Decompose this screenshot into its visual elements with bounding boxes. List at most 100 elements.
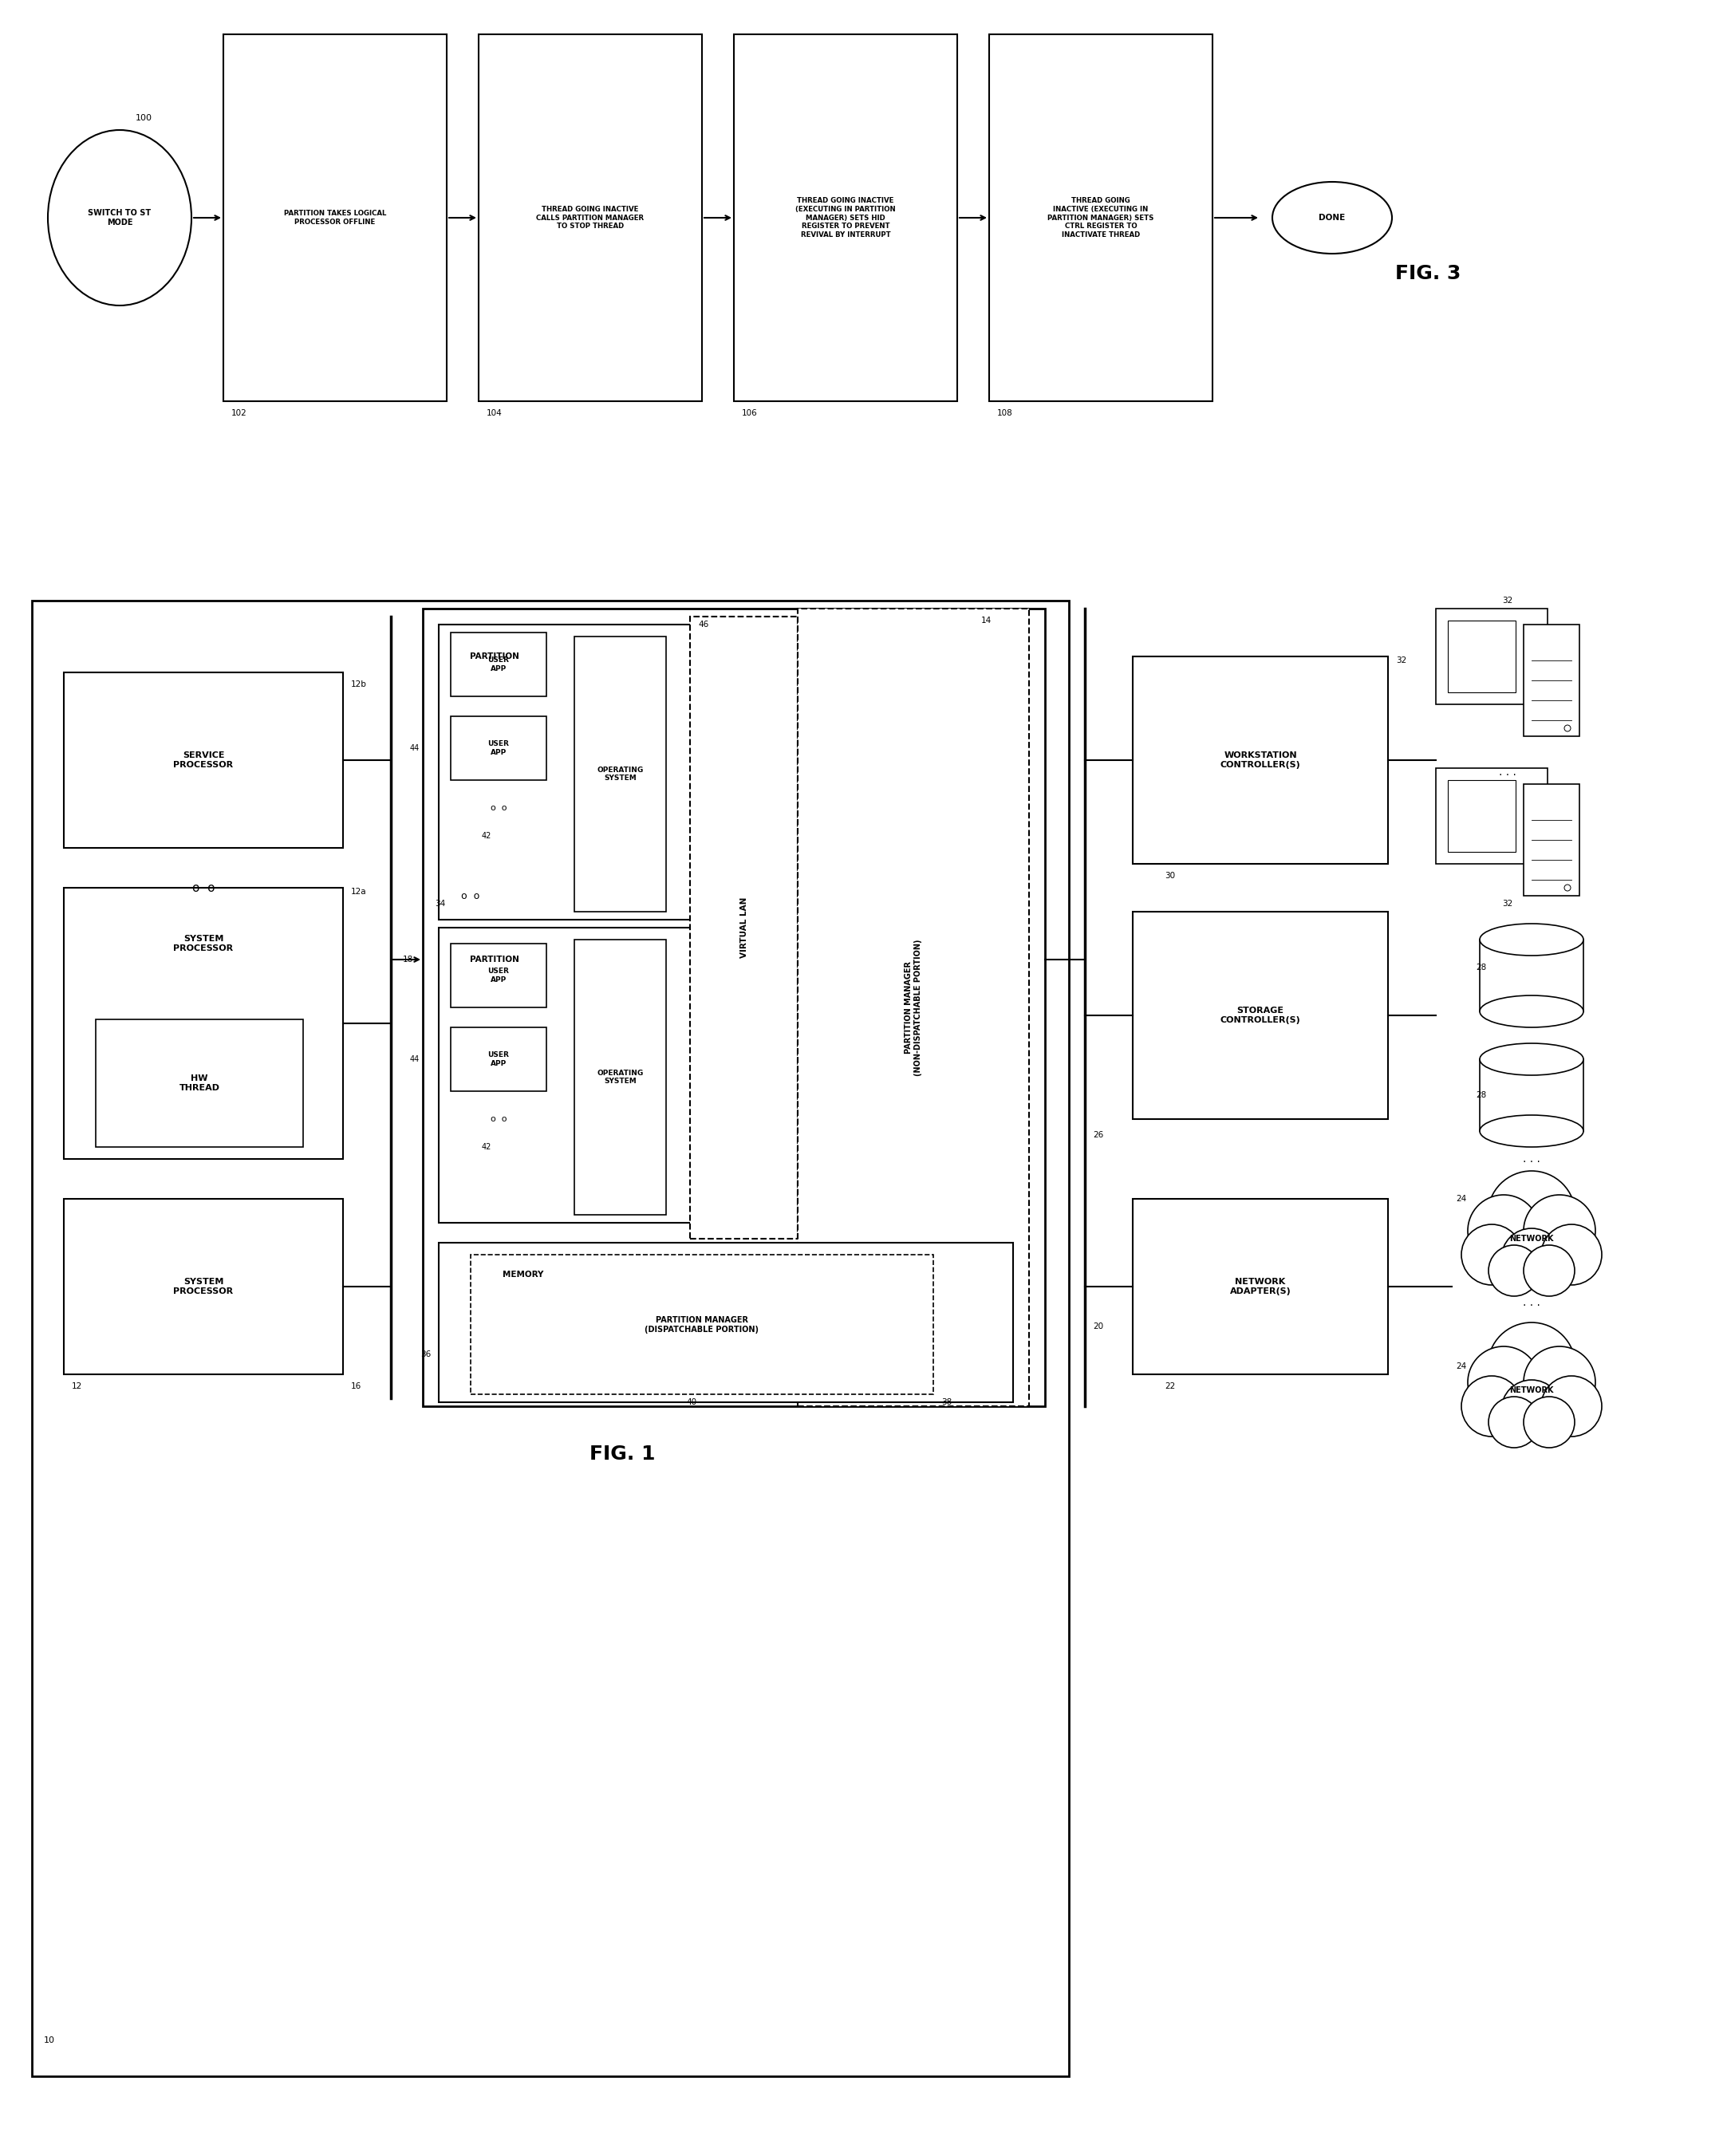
Text: MEMORY: MEMORY <box>502 1270 544 1279</box>
Text: 12b: 12b <box>351 681 367 688</box>
Text: THREAD GOING INACTIVE
(EXECUTING IN PARTITION
MANAGER) SETS HID
REGISTER TO PREV: THREAD GOING INACTIVE (EXECUTING IN PART… <box>796 196 895 239</box>
Text: 108: 108 <box>997 410 1013 416</box>
FancyBboxPatch shape <box>450 716 547 780</box>
FancyBboxPatch shape <box>64 1199 343 1373</box>
Text: 42: 42 <box>481 1143 492 1151</box>
FancyBboxPatch shape <box>450 944 547 1007</box>
Text: USER
APP: USER APP <box>488 740 509 757</box>
Text: 32: 32 <box>1503 899 1513 908</box>
Text: 40: 40 <box>685 1399 696 1406</box>
Text: 44: 44 <box>410 1054 419 1063</box>
Text: 36: 36 <box>421 1350 431 1358</box>
Circle shape <box>1523 1246 1575 1296</box>
Text: THREAD GOING
INACTIVE (EXECUTING IN
PARTITION MANAGER) SETS
CTRL REGISTER TO
INA: THREAD GOING INACTIVE (EXECUTING IN PART… <box>1047 196 1155 239</box>
FancyBboxPatch shape <box>64 673 343 847</box>
Text: 104: 104 <box>486 410 502 416</box>
Text: 24: 24 <box>1456 1363 1466 1371</box>
FancyBboxPatch shape <box>113 1035 287 1132</box>
Text: PARTITION: PARTITION <box>469 653 519 660</box>
Text: 106: 106 <box>743 410 758 416</box>
FancyBboxPatch shape <box>1435 608 1548 705</box>
Circle shape <box>1541 1225 1601 1285</box>
Text: THREAD GOING INACTIVE
CALLS PARTITION MANAGER
TO STOP THREAD: THREAD GOING INACTIVE CALLS PARTITION MA… <box>537 205 644 231</box>
Text: 20: 20 <box>1092 1322 1103 1330</box>
Circle shape <box>1523 1194 1596 1266</box>
FancyBboxPatch shape <box>1132 912 1388 1119</box>
Text: 14: 14 <box>981 617 992 625</box>
FancyBboxPatch shape <box>438 927 758 1222</box>
Text: OPERATING
SYSTEM: OPERATING SYSTEM <box>597 765 644 783</box>
Text: NETWORK: NETWORK <box>1509 1235 1554 1242</box>
FancyBboxPatch shape <box>798 608 1028 1406</box>
Text: 102: 102 <box>232 410 248 416</box>
FancyBboxPatch shape <box>95 1020 303 1147</box>
Circle shape <box>1541 1376 1601 1436</box>
Text: 34: 34 <box>434 899 445 908</box>
Text: . . .: . . . <box>1523 1298 1541 1309</box>
FancyBboxPatch shape <box>1132 655 1388 865</box>
Circle shape <box>1501 1229 1561 1289</box>
FancyBboxPatch shape <box>104 1028 296 1138</box>
FancyBboxPatch shape <box>1132 1199 1388 1373</box>
Circle shape <box>1523 1345 1596 1419</box>
FancyBboxPatch shape <box>1523 785 1579 895</box>
FancyBboxPatch shape <box>1480 940 1584 1011</box>
Text: 46: 46 <box>698 621 708 630</box>
Circle shape <box>1489 1397 1539 1447</box>
Circle shape <box>1487 1322 1575 1410</box>
Text: NETWORK: NETWORK <box>1509 1386 1554 1395</box>
Text: PARTITION MANAGER
(DISPATCHABLE PORTION): PARTITION MANAGER (DISPATCHABLE PORTION) <box>646 1315 758 1332</box>
Text: PARTITION TAKES LOGICAL
PROCESSOR OFFLINE: PARTITION TAKES LOGICAL PROCESSOR OFFLIN… <box>284 209 386 226</box>
FancyBboxPatch shape <box>691 617 798 1240</box>
Circle shape <box>1468 1345 1539 1419</box>
FancyBboxPatch shape <box>575 940 666 1214</box>
Text: STORAGE
CONTROLLER(S): STORAGE CONTROLLER(S) <box>1220 1007 1300 1024</box>
FancyBboxPatch shape <box>1447 780 1516 852</box>
FancyBboxPatch shape <box>438 1242 1013 1401</box>
Text: . . .: . . . <box>1499 768 1516 778</box>
Text: SYSTEM
PROCESSOR: SYSTEM PROCESSOR <box>173 936 234 953</box>
Text: USER
APP: USER APP <box>488 968 509 983</box>
FancyBboxPatch shape <box>1523 625 1579 735</box>
Ellipse shape <box>1272 181 1392 254</box>
Text: o  o: o o <box>490 1115 507 1123</box>
FancyBboxPatch shape <box>988 34 1212 401</box>
Text: 16: 16 <box>351 1382 362 1391</box>
Text: o  o: o o <box>192 882 215 895</box>
Text: USER
APP: USER APP <box>488 658 509 673</box>
Ellipse shape <box>1480 1115 1584 1147</box>
FancyBboxPatch shape <box>575 636 666 912</box>
Text: 42: 42 <box>481 832 492 841</box>
FancyBboxPatch shape <box>223 34 447 401</box>
Text: 28: 28 <box>1477 964 1487 972</box>
FancyBboxPatch shape <box>471 1255 933 1395</box>
FancyBboxPatch shape <box>1447 621 1516 692</box>
Text: 32: 32 <box>1503 597 1513 604</box>
Circle shape <box>1468 1194 1539 1266</box>
Text: 12a: 12a <box>351 888 367 895</box>
FancyBboxPatch shape <box>1480 1059 1584 1132</box>
Text: 18: 18 <box>403 955 414 964</box>
Text: 44: 44 <box>410 744 419 752</box>
FancyBboxPatch shape <box>438 625 758 921</box>
Text: 22: 22 <box>1165 1382 1175 1391</box>
Text: SWITCH TO ST
MODE: SWITCH TO ST MODE <box>88 209 151 226</box>
Ellipse shape <box>1480 996 1584 1028</box>
Text: o  o: o o <box>462 890 479 901</box>
Text: 38: 38 <box>942 1399 952 1406</box>
Text: 30: 30 <box>1165 871 1175 880</box>
Text: . . .: . . . <box>1523 1153 1541 1164</box>
Circle shape <box>1487 1171 1575 1259</box>
Text: 26: 26 <box>1092 1132 1103 1138</box>
Circle shape <box>1461 1376 1522 1436</box>
FancyBboxPatch shape <box>422 608 1046 1406</box>
Text: WORKSTATION
CONTROLLER(S): WORKSTATION CONTROLLER(S) <box>1220 752 1300 770</box>
Text: SYSTEM
PROCESSOR: SYSTEM PROCESSOR <box>173 1279 234 1296</box>
FancyBboxPatch shape <box>478 34 703 401</box>
Text: NETWORK
ADAPTER(S): NETWORK ADAPTER(S) <box>1229 1279 1291 1296</box>
Text: PARTITION: PARTITION <box>469 955 519 964</box>
Text: o  o: o o <box>490 804 507 813</box>
Text: 100: 100 <box>135 114 152 123</box>
Text: 28: 28 <box>1477 1091 1487 1100</box>
Circle shape <box>1489 1246 1539 1296</box>
